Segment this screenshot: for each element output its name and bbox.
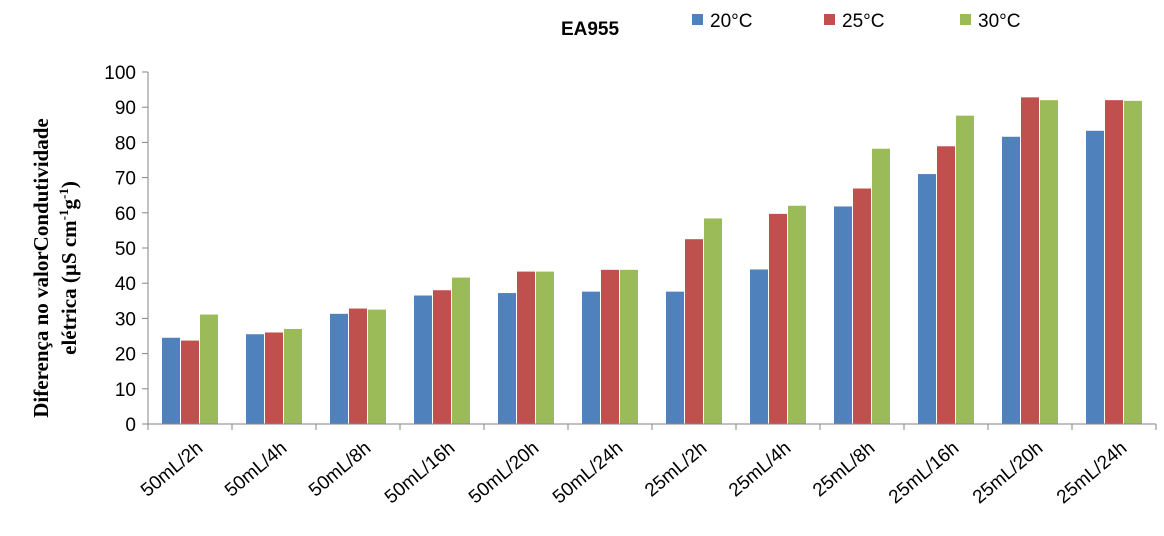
x-tick-label: 50mL/2h [137, 438, 207, 502]
x-tick-label: 25mL/8h [809, 438, 879, 502]
y-tick-label: 90 [115, 98, 136, 119]
x-tick-label: 25mL/4h [725, 438, 795, 502]
x-tick-label: 25mL/24h [1053, 438, 1131, 508]
legend-swatch-20c [692, 14, 703, 25]
bar-20C-1 [246, 334, 264, 424]
x-tick-label: 25mL/20h [969, 438, 1047, 508]
bar-30C-4 [536, 271, 554, 424]
bar-25C-3 [433, 290, 451, 424]
x-tick-label: 25mL/16h [885, 438, 963, 508]
x-tick-label: 25mL/2h [641, 438, 711, 502]
bar-25C-10 [1021, 97, 1039, 425]
bar-20C-2 [330, 313, 348, 424]
x-tick-label: 50mL/24h [549, 438, 627, 508]
bar-25C-9 [937, 146, 955, 424]
bar-30C-11 [1124, 100, 1142, 424]
y-axis: 0 10 20 30 40 50 60 70 80 90 100 [104, 63, 149, 436]
bar-20C-7 [750, 269, 768, 424]
bar-25C-5 [601, 269, 619, 424]
y-tick-label: 70 [115, 169, 136, 190]
y-axis-title: Diferença no valorCondutividade elétrica… [29, 118, 81, 417]
x-tick-label: 50mL/20h [465, 438, 543, 508]
y-tick-label: 20 [115, 345, 136, 366]
bar-30C-2 [368, 309, 386, 424]
bar-25C-0 [181, 340, 199, 424]
legend-swatch-30c [960, 14, 971, 25]
bar-25C-11 [1105, 100, 1123, 424]
legend-label-20c: 20°C [710, 11, 752, 32]
legend: 20°C 25°C 30°C [692, 11, 1020, 32]
legend-label-25c: 25°C [842, 11, 884, 32]
bar-25C-6 [685, 239, 703, 424]
bar-30C-8 [872, 148, 890, 424]
x-tick-label: 50mL/16h [381, 438, 459, 508]
bar-25C-8 [853, 188, 871, 424]
bar-30C-7 [788, 205, 806, 424]
y-tick-label: 30 [115, 309, 136, 330]
bar-30C-3 [452, 277, 470, 424]
y-tick-label: 50 [115, 239, 136, 260]
bar-25C-2 [349, 308, 367, 424]
y-axis-title-line1: Diferença no valorCondutividade [29, 118, 53, 417]
y-tick-label: 60 [115, 204, 136, 225]
bar-20C-4 [498, 293, 516, 424]
bar-20C-8 [834, 206, 852, 424]
y-tick-label: 80 [115, 133, 136, 154]
bar-20C-0 [162, 337, 180, 424]
y-tick-label: 100 [104, 63, 136, 84]
bar-30C-5 [620, 269, 638, 424]
bar-25C-7 [769, 213, 787, 424]
bars [162, 97, 1142, 425]
y-tick-label: 0 [125, 415, 136, 436]
legend-swatch-25c [824, 14, 835, 25]
x-axis: 50mL/2h 50mL/4h 50mL/8h 50mL/16h 50mL/20h 50m… [137, 423, 1157, 508]
bar-20C-3 [414, 295, 432, 424]
bar-20C-6 [666, 291, 684, 424]
x-tick-label: 50mL/4h [221, 438, 291, 502]
y-tick-label: 10 [115, 380, 136, 401]
x-tick-label: 50mL/8h [305, 438, 375, 502]
bar-20C-11 [1086, 130, 1104, 424]
bar-20C-10 [1002, 136, 1020, 424]
y-axis-title-line2: elétrica (µS cm-1g-1) [56, 181, 81, 355]
bar-30C-6 [704, 218, 722, 424]
chart-title: EA955 [561, 19, 620, 40]
bar-20C-5 [582, 291, 600, 424]
bar-30C-9 [956, 115, 974, 424]
bar-30C-0 [200, 314, 218, 424]
legend-label-30c: 30°C [978, 11, 1020, 32]
bar-25C-4 [517, 271, 535, 424]
bar-20C-9 [918, 174, 936, 424]
bar-30C-1 [284, 328, 302, 424]
bar-30C-10 [1040, 100, 1058, 424]
y-tick-label: 40 [115, 274, 136, 295]
bar-25C-1 [265, 332, 283, 424]
